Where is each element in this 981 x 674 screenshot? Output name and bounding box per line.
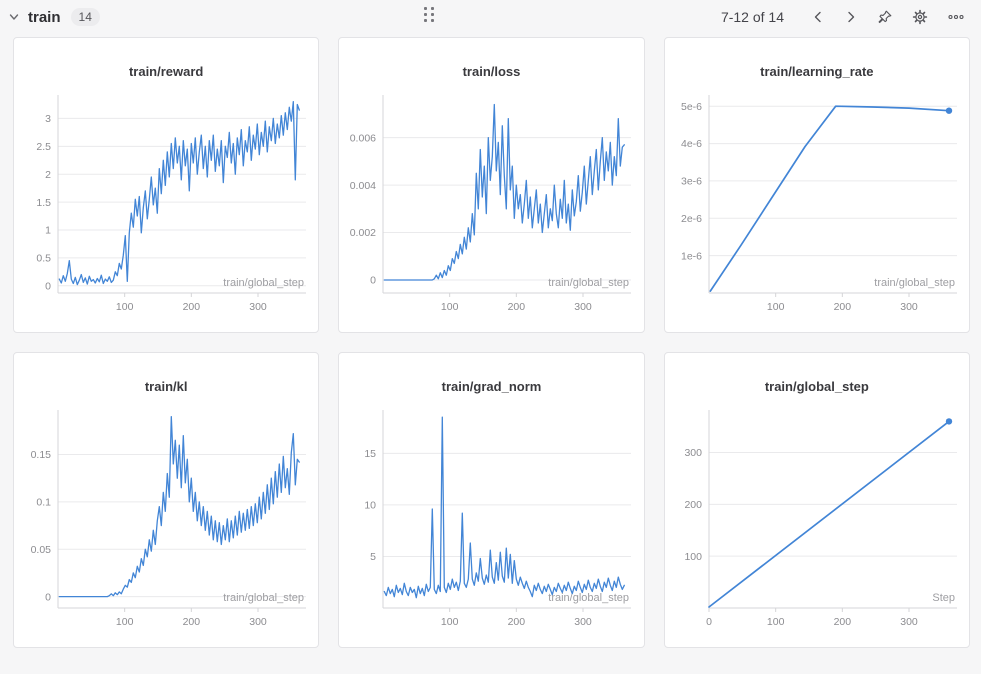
svg-text:train/global_step: train/global_step [549,277,630,289]
svg-text:100: 100 [684,551,702,563]
svg-text:100: 100 [116,301,134,313]
section-header: train 14 7-12 of 14 [0,0,981,34]
svg-text:1: 1 [45,225,51,237]
pin-button[interactable] [875,7,895,27]
svg-text:0: 0 [45,280,51,292]
line-chart[interactable]: 5 10 15 100 200 300 train/global_step [339,402,643,642]
svg-text:2: 2 [45,169,51,181]
svg-text:train/global_step: train/global_step [223,277,304,289]
svg-text:5: 5 [371,551,377,563]
chart-panel-global-step[interactable]: train/global_step 100 200 300 0 100 200 300 Ste… [663,352,970,648]
svg-text:100: 100 [441,301,459,313]
svg-text:15: 15 [365,448,377,460]
svg-text:0: 0 [371,275,377,287]
chevron-down-icon [9,14,19,20]
svg-text:0.002: 0.002 [350,227,376,239]
svg-text:0.004: 0.004 [350,180,376,192]
drag-handle[interactable] [424,7,434,22]
svg-text:4e-6: 4e-6 [681,138,702,150]
chart-panel-loss[interactable]: train/loss 0 0.002 0.004 0.006 100 200 300 trai… [338,37,645,333]
svg-text:0.5: 0.5 [37,253,52,265]
svg-text:train/global_step: train/global_step [549,592,630,604]
svg-text:200: 200 [508,301,526,313]
chart-panel-learning-rate[interactable]: train/learning_rate 1e-6 2e-6 3e-6 4e-6 5e-6… [663,37,970,333]
chevron-right-icon [848,11,855,23]
svg-text:100: 100 [116,616,134,628]
svg-text:300: 300 [249,301,267,313]
svg-text:0.006: 0.006 [350,132,376,144]
chart-panel-kl[interactable]: train/kl 0 0.05 0.1 0.15 100 200 300 train/glob… [13,352,320,648]
svg-text:200: 200 [684,499,702,511]
svg-text:200: 200 [183,301,201,313]
line-chart[interactable]: 1e-6 2e-6 3e-6 4e-6 5e-6 100 200 300 train/globa… [665,87,969,327]
svg-text:100: 100 [767,301,785,313]
svg-text:0: 0 [706,616,712,628]
chart-title: train/kl [144,379,188,394]
svg-text:200: 200 [508,616,526,628]
svg-text:300: 300 [249,616,267,628]
chart-title: train/learning_rate [760,64,874,79]
section-title: train [28,8,61,26]
svg-text:5e-6: 5e-6 [681,101,702,113]
svg-text:3: 3 [45,113,51,125]
svg-text:0.1: 0.1 [37,497,52,509]
chart-title: train/loss [462,64,521,79]
svg-text:3e-6: 3e-6 [681,176,702,188]
line-chart[interactable]: 0 0.05 0.1 0.15 100 200 300 train/global_step [14,402,318,642]
svg-text:0.05: 0.05 [31,544,52,556]
ellipsis-icon [948,14,964,20]
svg-text:200: 200 [833,616,851,628]
svg-text:100: 100 [441,616,459,628]
svg-text:1e-6: 1e-6 [681,250,702,262]
chart-title: train/global_step [764,379,869,394]
svg-text:300: 300 [684,447,702,459]
section-count-badge: 14 [70,8,100,26]
chart-title: train/reward [128,64,204,79]
svg-text:0: 0 [45,591,51,603]
chart-panel-grad-norm[interactable]: train/grad_norm 5 10 15 100 200 300 train/glob… [338,352,645,648]
section-collapse-button[interactable] [6,9,22,25]
svg-text:1.5: 1.5 [37,197,52,209]
svg-text:100: 100 [767,616,785,628]
svg-text:Step: Step [932,592,955,604]
svg-text:0.15: 0.15 [31,449,52,461]
svg-text:300: 300 [900,616,918,628]
svg-text:300: 300 [900,301,918,313]
svg-text:train/global_step: train/global_step [874,277,955,289]
svg-text:300: 300 [575,616,593,628]
gear-icon [912,9,928,25]
next-page-button[interactable] [842,8,860,26]
overflow-menu-button[interactable] [945,8,967,26]
pin-icon [878,10,892,24]
line-chart[interactable]: 100 200 300 0 100 200 300 Step [665,402,969,642]
line-chart[interactable]: 0 0.5 1 1.5 2 2.5 3 100 200 300 train/global_step [14,87,318,327]
svg-text:10: 10 [365,500,377,512]
chart-panel-reward[interactable]: train/reward 0 0.5 1 1.5 2 2.5 3 100 200 300 train… [13,37,320,333]
svg-text:200: 200 [833,301,851,313]
line-chart[interactable]: 0 0.002 0.004 0.006 100 200 300 train/global_st… [339,87,643,327]
header-actions: 7-12 of 14 [721,7,967,27]
chart-title: train/grad_norm [441,379,542,394]
svg-text:train/global_step: train/global_step [223,592,304,604]
svg-text:2e-6: 2e-6 [681,213,702,225]
settings-button[interactable] [910,7,930,27]
chevron-left-icon [814,11,821,23]
prev-page-button[interactable] [809,8,827,26]
pagination-label: 7-12 of 14 [720,9,784,25]
svg-text:200: 200 [183,616,201,628]
svg-text:2.5: 2.5 [37,141,52,153]
svg-text:300: 300 [575,301,593,313]
charts-grid: train/reward 0 0.5 1 1.5 2 2.5 3 100 200 300 train… [0,34,981,648]
